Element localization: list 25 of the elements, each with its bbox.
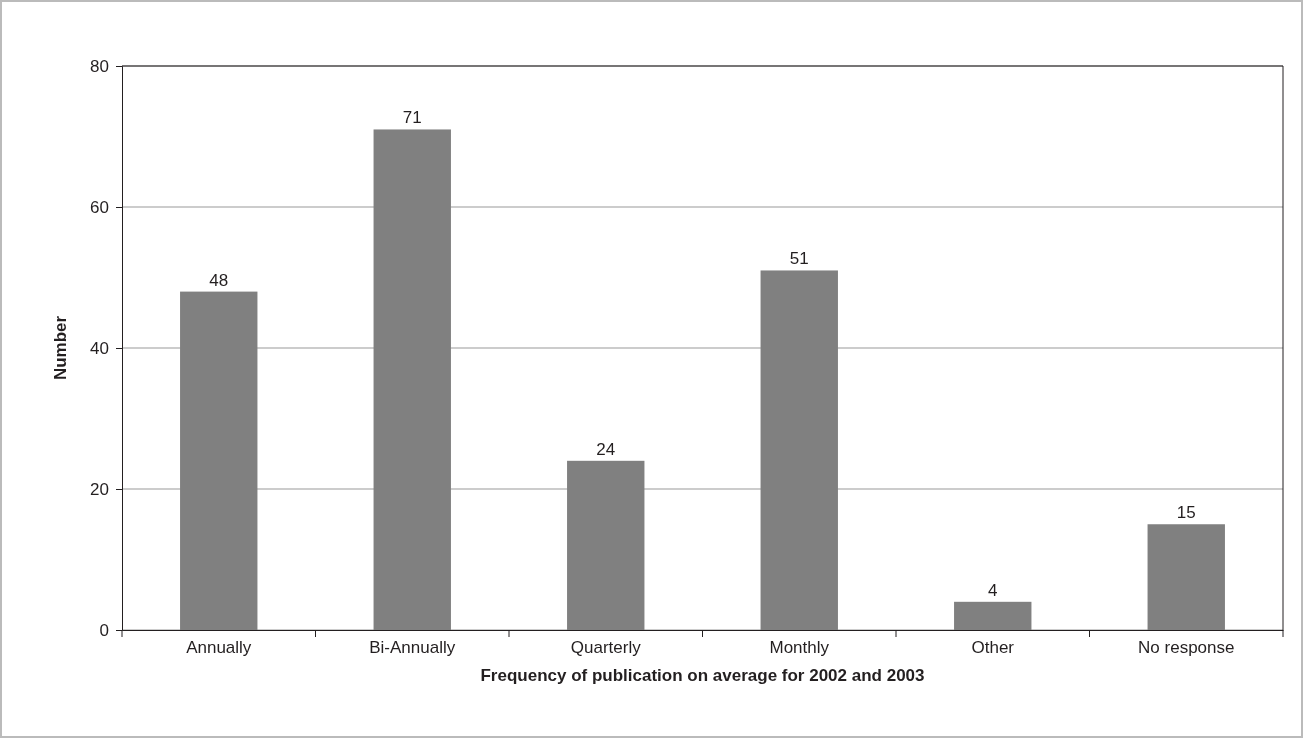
bar	[1147, 524, 1225, 630]
data-label: 15	[1176, 503, 1196, 523]
data-label: 4	[988, 580, 998, 600]
y-tick-label: 80	[90, 56, 109, 76]
data-label: 48	[209, 270, 229, 290]
bar	[954, 601, 1032, 630]
x-tick-label: Monthly	[769, 638, 830, 658]
x-tick-label: Other	[971, 638, 1015, 658]
y-tick-label: 40	[90, 338, 109, 358]
data-label: 71	[402, 108, 422, 128]
data-label: 24	[596, 439, 616, 459]
bar	[567, 460, 645, 630]
y-tick-label: 0	[99, 620, 109, 640]
y-tick-label: 60	[90, 197, 109, 217]
x-tick-label: Bi-Annually	[369, 638, 456, 658]
bar	[760, 270, 838, 630]
data-label: 51	[789, 249, 809, 269]
x-tick-label: No response	[1138, 638, 1235, 658]
bar	[180, 291, 258, 630]
bar	[373, 129, 451, 630]
x-tick-label: Quarterly	[570, 638, 642, 658]
x-axis-title: Frequency of publication on average for 2002 and 2003	[480, 666, 925, 685]
y-axis-title: Number	[51, 315, 70, 381]
x-tick-label: Annually	[186, 638, 252, 658]
y-tick-label: 20	[90, 479, 109, 499]
